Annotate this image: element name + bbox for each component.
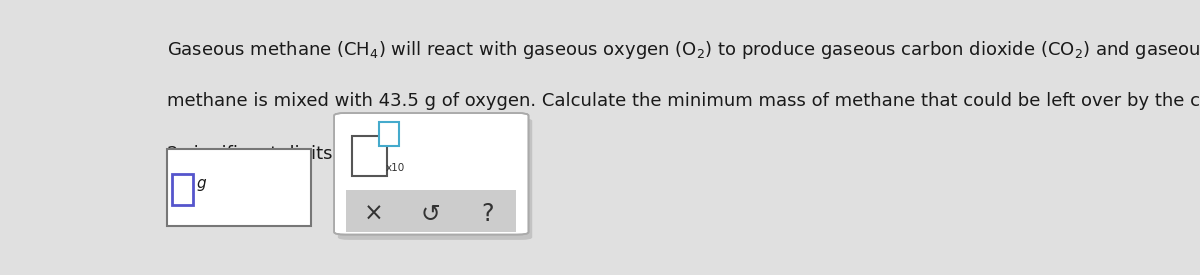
Text: x10: x10: [385, 163, 404, 173]
Text: Gaseous methane $\left(\mathrm{CH_4}\right)$ will react with gaseous oxygen $\le: Gaseous methane $\left(\mathrm{CH_4}\rig…: [167, 39, 1200, 61]
FancyBboxPatch shape: [334, 113, 528, 235]
Text: ×: ×: [364, 202, 383, 226]
FancyBboxPatch shape: [338, 118, 533, 240]
Text: 2 significant digits.: 2 significant digits.: [167, 145, 338, 163]
FancyBboxPatch shape: [379, 122, 400, 146]
Text: methane is mixed with 43.5 g of oxygen. Calculate the minimum mass of methane th: methane is mixed with 43.5 g of oxygen. …: [167, 92, 1200, 110]
FancyBboxPatch shape: [352, 136, 388, 175]
Text: g: g: [197, 176, 206, 191]
Text: ?: ?: [481, 202, 494, 226]
Bar: [167, 150, 311, 226]
Bar: [347, 190, 516, 232]
Text: ↺: ↺: [421, 202, 440, 226]
